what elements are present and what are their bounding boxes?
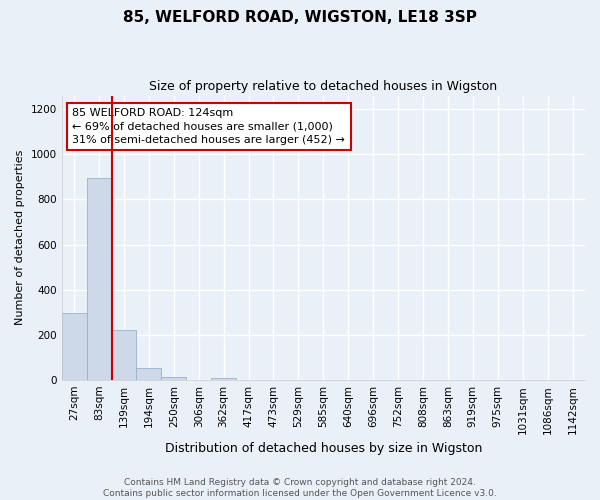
X-axis label: Distribution of detached houses by size in Wigston: Distribution of detached houses by size … bbox=[164, 442, 482, 455]
Bar bbox=[136, 368, 161, 380]
Text: Contains HM Land Registry data © Crown copyright and database right 2024.
Contai: Contains HM Land Registry data © Crown c… bbox=[103, 478, 497, 498]
Bar bbox=[161, 378, 186, 380]
Bar bbox=[112, 330, 136, 380]
Bar bbox=[86, 178, 112, 380]
Bar bbox=[211, 378, 236, 380]
Text: 85 WELFORD ROAD: 124sqm
← 69% of detached houses are smaller (1,000)
31% of semi: 85 WELFORD ROAD: 124sqm ← 69% of detache… bbox=[72, 108, 345, 145]
Title: Size of property relative to detached houses in Wigston: Size of property relative to detached ho… bbox=[149, 80, 497, 93]
Bar bbox=[62, 314, 86, 380]
Y-axis label: Number of detached properties: Number of detached properties bbox=[15, 150, 25, 326]
Text: 85, WELFORD ROAD, WIGSTON, LE18 3SP: 85, WELFORD ROAD, WIGSTON, LE18 3SP bbox=[123, 10, 477, 25]
